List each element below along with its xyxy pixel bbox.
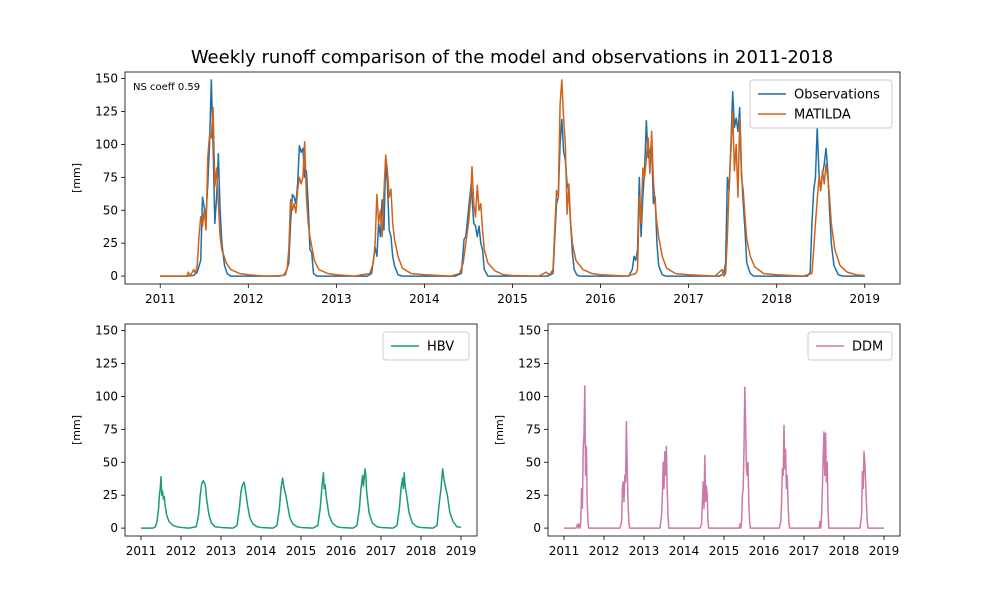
x-tick-label: 2017: [789, 544, 820, 558]
y-tick-label: 25: [103, 488, 118, 502]
y-tick-label: 75: [103, 170, 118, 184]
y-tick-label: 125: [95, 357, 118, 371]
x-tick-label: 2013: [629, 544, 660, 558]
x-tick-label: 2014: [246, 544, 277, 558]
x-tick-label: 2011: [549, 544, 580, 558]
ddm-panel-ylabel: [mm]: [493, 415, 506, 445]
x-tick-label: 2019: [849, 292, 880, 306]
series-line-matilda: [160, 79, 865, 277]
y-tick-label: 50: [103, 203, 118, 217]
x-tick-label: 2018: [406, 544, 437, 558]
y-tick-label: 150: [95, 324, 118, 338]
y-tick-label: 0: [533, 521, 541, 535]
legend-box: [749, 79, 893, 129]
y-tick-label: 100: [518, 389, 541, 403]
x-tick-label: 2011: [145, 292, 176, 306]
y-tick-label: 75: [103, 422, 118, 436]
series-line-ddm: [564, 385, 884, 529]
top-panel-legend: Observations MATILDA: [749, 79, 893, 129]
y-tick-label: 0: [110, 269, 118, 283]
hbv-panel-ylabel: [mm]: [70, 415, 83, 445]
top-panel-ylabel: [mm]: [70, 163, 83, 193]
x-tick-label: 2011: [126, 544, 157, 558]
x-tick-label: 2019: [869, 544, 900, 558]
y-tick-label: 25: [526, 488, 541, 502]
x-tick-label: 2014: [409, 292, 440, 306]
x-tick-label: 2017: [366, 544, 397, 558]
x-tick-label: 2015: [497, 292, 528, 306]
x-tick-label: 2012: [233, 292, 264, 306]
x-tick-label: 2018: [761, 292, 792, 306]
x-tick-label: 2019: [446, 544, 477, 558]
hbv-panel: 2011 2012 2013 2014 2015 2016 2017 2018 2019 0 25…: [70, 324, 478, 558]
y-tick-label: 125: [518, 357, 541, 371]
legend-label: MATILDA: [794, 108, 851, 123]
x-tick-label: 2017: [673, 292, 704, 306]
y-tick-label: 100: [95, 137, 118, 151]
x-tick-label: 2018: [829, 544, 860, 558]
ddm-panel: 2011 2012 2013 2014 2015 2016 2017 2018 2019 0 25…: [493, 324, 901, 558]
y-tick-label: 0: [110, 521, 118, 535]
ns-coeff-annotation: NS coeff 0.59: [133, 82, 200, 93]
legend-label: HBV: [427, 340, 454, 355]
y-tick-label: 50: [103, 455, 118, 469]
x-tick-label: 2013: [206, 544, 237, 558]
y-tick-label: 50: [526, 455, 541, 469]
y-tick-label: 125: [95, 105, 118, 119]
x-tick-label: 2015: [286, 544, 317, 558]
x-tick-label: 2012: [589, 544, 620, 558]
legend-label: DDM: [852, 340, 883, 355]
hbv-panel-legend: HBV: [382, 331, 470, 361]
x-tick-label: 2013: [321, 292, 352, 306]
y-tick-label: 25: [103, 236, 118, 250]
x-tick-label: 2016: [749, 544, 780, 558]
chart-title: Weekly runoff comparison of the model an…: [191, 47, 833, 68]
x-tick-label: 2016: [585, 292, 616, 306]
top-runoff-panel: 2011 2012 2013 2014 2015 2016 2017 2018 2019 0 25…: [70, 72, 901, 306]
series-line-hbv: [141, 468, 462, 529]
x-tick-label: 2015: [709, 544, 740, 558]
x-tick-label: 2014: [669, 544, 700, 558]
y-tick-label: 75: [526, 422, 541, 436]
y-tick-label: 100: [95, 389, 118, 403]
y-tick-label: 150: [95, 72, 118, 86]
y-tick-label: 150: [518, 324, 541, 338]
x-tick-label: 2012: [166, 544, 197, 558]
legend-box: [807, 331, 893, 361]
x-tick-label: 2016: [326, 544, 357, 558]
legend-label: Observations: [794, 88, 880, 103]
legend-box: [382, 331, 470, 361]
ddm-panel-legend: DDM: [807, 331, 893, 361]
